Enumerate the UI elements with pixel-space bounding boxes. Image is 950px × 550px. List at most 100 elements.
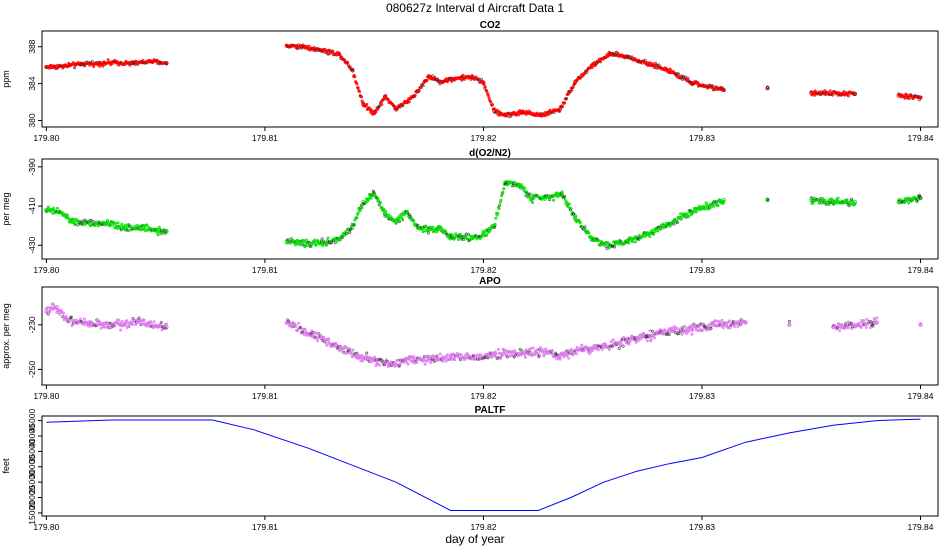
panel-0-data-point [365, 102, 369, 106]
panel-1-data-point [501, 190, 505, 194]
panel-2-data-point [574, 352, 579, 356]
panel-0-data-point [359, 95, 364, 99]
panel-2-data-point [453, 358, 457, 362]
panel-1-data-point [360, 206, 364, 210]
panel-1-data-point [73, 222, 77, 226]
panel-2-data-point [596, 348, 600, 352]
panel-1-data-point [563, 195, 567, 199]
panel-2-data-point [524, 348, 528, 352]
panel-1-data-point [850, 197, 854, 201]
panel-1-y-tick-label: -390 [27, 158, 37, 175]
panel-0-data-point [106, 58, 110, 62]
panel-0-data-point [351, 69, 355, 73]
panel-1-data-point [836, 196, 840, 200]
panel-2-data-point [713, 319, 717, 323]
panel-1-data-point [462, 237, 466, 242]
panel-2-data-point [67, 320, 71, 324]
panel-2-data-point [627, 342, 631, 346]
panel-0-data-point [831, 93, 835, 97]
panel-2-data-point [120, 319, 124, 324]
panel-1-data-point [606, 240, 610, 245]
panel-2-data-point [124, 322, 128, 326]
panel-2-data-point [113, 324, 117, 328]
panel-2-data-point [609, 340, 613, 344]
panel-1-data-point [403, 212, 407, 216]
panel-3-x-tick-label: 179.82 [470, 522, 496, 532]
panel-1-data-point [345, 231, 349, 235]
panel-2-data-point [300, 330, 305, 334]
panel-1-data-point [703, 207, 708, 211]
panel-2-data-point [672, 325, 676, 329]
panel-0-y-tick-label: 384 [27, 76, 37, 90]
panel-2-y-axis-label: approx. per meg [1, 303, 11, 369]
panel-1-data-point [572, 212, 576, 216]
panel-0-data-point [413, 93, 417, 98]
panel-0-frame [41, 30, 939, 128]
panel-2-data-point [683, 324, 687, 328]
panel-2-data-point [451, 352, 455, 356]
panel-1-data-point [358, 208, 362, 213]
panel-1-data-point [907, 201, 911, 205]
panel-1-data-points [44, 179, 923, 250]
panel-2-data-point [438, 352, 442, 356]
panel-2-data-point [862, 319, 866, 323]
panel-0-data-point [450, 79, 454, 83]
panel-1-data-point [569, 207, 573, 211]
panel-0-data-point [722, 88, 726, 92]
panel-1-data-point [298, 243, 303, 247]
panel-2-data-point [874, 321, 878, 325]
panel-1-data-point [401, 218, 405, 222]
panel-2-data-point [736, 324, 740, 328]
panel-2-data-point [590, 349, 594, 353]
panel-1-data-point [456, 237, 460, 242]
panel-2-data-point [127, 324, 131, 329]
panel-1-data-point [325, 243, 329, 247]
panel-2-data-point [384, 358, 388, 362]
panel-2-data-point [69, 315, 73, 319]
panel-1-data-point [372, 191, 376, 195]
panel-2-data-point [607, 347, 611, 351]
panel-1-data-point [382, 207, 386, 211]
panel-2-data-point [117, 318, 121, 322]
panel-3-x-tick-label: 179.81 [252, 522, 278, 532]
panel-2-data-point [364, 354, 368, 358]
panel-1-data-point [356, 211, 360, 215]
panel-1-data-point [599, 239, 603, 244]
panel-0-data-point [853, 92, 857, 97]
panel-1-data-point [76, 223, 80, 227]
panel-2-data-point [691, 328, 695, 332]
panel-1-data-point [672, 222, 676, 226]
panel-1-data-point [115, 226, 119, 231]
panel-1-data-point [120, 222, 124, 226]
panel-1-data-point [161, 231, 165, 235]
panel-1-data-point [96, 224, 100, 228]
panel-2-data-point [617, 346, 621, 350]
panel-2: APO approx. per meg 179.80 179.81 179.82 179.… [1, 276, 939, 401]
panel-2-data-point [70, 323, 74, 328]
panel-1-data-point [492, 225, 497, 229]
panel-2-data-point [435, 354, 439, 358]
panel-2-data-point [82, 317, 87, 321]
panel-1-data-point [578, 221, 582, 225]
panel-3-x-tick-label: 179.84 [908, 522, 934, 532]
panel-1-data-point [165, 229, 169, 233]
panel-1-data-point [326, 236, 330, 240]
panel-2-data-point [61, 315, 65, 319]
panel-2-data-point [130, 322, 134, 326]
panel-2-data-point [496, 348, 501, 352]
panel-2-data-point [864, 325, 868, 330]
panel-2-data-point [538, 346, 543, 350]
panel-2-x-tick-label: 179.83 [689, 391, 715, 401]
panel-0-data-point [492, 107, 497, 111]
panel-0-data-point [331, 49, 335, 53]
panel-1-data-point [399, 214, 403, 218]
panel-2-data-point [580, 343, 584, 347]
panel-1-data-point [916, 197, 920, 202]
panel-2-data-point [164, 326, 168, 330]
panel-2-data-point [732, 324, 737, 328]
panel-2-data-point [490, 355, 494, 359]
panel-2-x-tick-label: 179.82 [470, 391, 496, 401]
panel-2-data-point [550, 349, 554, 353]
panel-2-data-point [523, 352, 527, 356]
